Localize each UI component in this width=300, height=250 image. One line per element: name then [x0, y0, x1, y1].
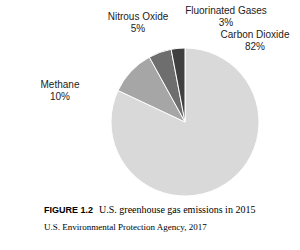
- html-text:FIGURE 1.2: FIGURE 1.2: [44, 205, 93, 215]
- html-text:U.S. Environmental Protection: U.S. Environmental Protection Agency, 20…: [44, 222, 207, 232]
- svg-text:Methane10%: Methane10%: [41, 79, 80, 102]
- html-text:U.S. greenhouse gas emissions: U.S. greenhouse gas emissions in 2015: [99, 204, 256, 215]
- svg-text:Fluorinated Gases3%: Fluorinated Gases3%: [185, 5, 267, 28]
- svg-text:Nitrous Oxide5%: Nitrous Oxide5%: [108, 11, 169, 34]
- svg-text:Carbon Dioxide82%: Carbon Dioxide82%: [221, 29, 290, 52]
